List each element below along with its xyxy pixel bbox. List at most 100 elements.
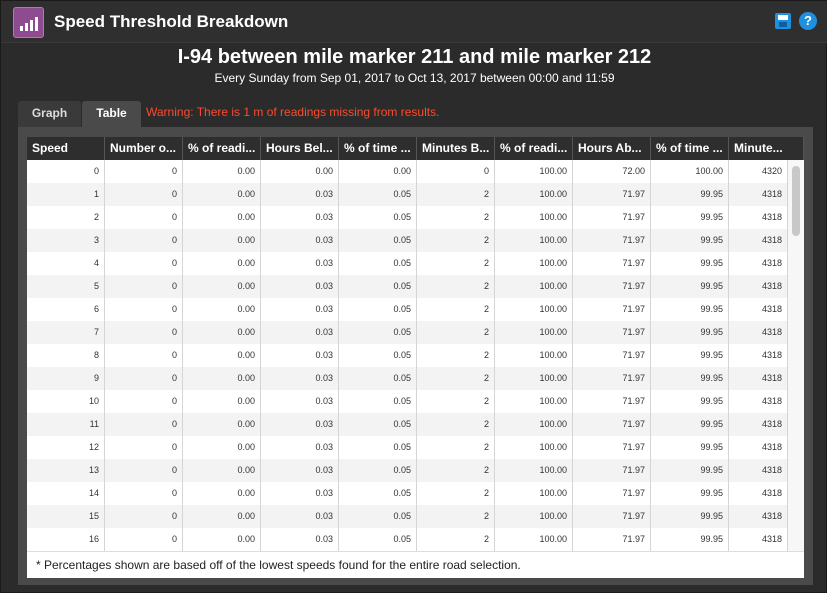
table-cell: 99.95 bbox=[651, 436, 729, 459]
table-cell: 99.95 bbox=[651, 390, 729, 413]
table-cell: 0 bbox=[105, 344, 183, 367]
table-cell: 4318 bbox=[729, 183, 788, 206]
table-cell: 100.00 bbox=[495, 183, 573, 206]
column-header[interactable]: Speed bbox=[27, 137, 105, 160]
table-cell: 0.00 bbox=[183, 413, 261, 436]
table-row[interactable]: 4 0 0.00 0.03 0.05 2 100.00 71.97 99.95 4318 bbox=[27, 252, 788, 275]
table-cell: 5 bbox=[27, 275, 105, 298]
table-row[interactable]: 2 0 0.00 0.03 0.05 2 100.00 71.97 99.95 4318 bbox=[27, 206, 788, 229]
tab-table[interactable]: Table bbox=[82, 101, 141, 127]
table-cell: 0 bbox=[105, 321, 183, 344]
table-cell: 2 bbox=[417, 298, 495, 321]
column-header[interactable]: Minute... bbox=[729, 137, 804, 160]
table-cell: 0.00 bbox=[183, 459, 261, 482]
table-row[interactable]: 14 0 0.00 0.03 0.05 2 100.00 71.97 99.95 4318 bbox=[27, 482, 788, 505]
scrollbar-thumb[interactable] bbox=[792, 166, 800, 236]
table-cell: 0 bbox=[105, 367, 183, 390]
table-cell: 71.97 bbox=[573, 252, 651, 275]
column-header[interactable]: % of readi... bbox=[495, 137, 573, 160]
table-cell: 0.05 bbox=[339, 436, 417, 459]
table-cell: 2 bbox=[417, 275, 495, 298]
table-cell: 0.05 bbox=[339, 344, 417, 367]
table-cell: 0 bbox=[27, 160, 105, 183]
table-cell: 2 bbox=[417, 390, 495, 413]
column-header[interactable]: Hours Bel... bbox=[261, 137, 339, 160]
column-header[interactable]: Minutes B... bbox=[417, 137, 495, 160]
table-cell: 0.05 bbox=[339, 252, 417, 275]
table-row[interactable]: 7 0 0.00 0.03 0.05 2 100.00 71.97 99.95 4318 bbox=[27, 321, 788, 344]
table-cell: 0.03 bbox=[261, 344, 339, 367]
table-row[interactable]: 15 0 0.00 0.03 0.05 2 100.00 71.97 99.95 4318 bbox=[27, 505, 788, 528]
table-cell: 4 bbox=[27, 252, 105, 275]
table-row[interactable]: 3 0 0.00 0.03 0.05 2 100.00 71.97 99.95 4318 bbox=[27, 229, 788, 252]
table-cell: 8 bbox=[27, 344, 105, 367]
column-header[interactable]: Hours Ab... bbox=[573, 137, 651, 160]
table-cell: 99.95 bbox=[651, 298, 729, 321]
table-cell: 2 bbox=[417, 436, 495, 459]
table-cell: 99.95 bbox=[651, 252, 729, 275]
footnote: * Percentages shown are based off of the… bbox=[27, 551, 804, 578]
table-cell: 12 bbox=[27, 436, 105, 459]
vertical-scrollbar[interactable] bbox=[788, 160, 804, 551]
table-cell: 0.03 bbox=[261, 459, 339, 482]
title-bar: Speed Threshold Breakdown ? bbox=[1, 1, 827, 43]
table-cell: 0 bbox=[105, 482, 183, 505]
table-cell: 0.05 bbox=[339, 390, 417, 413]
table-cell: 0.05 bbox=[339, 528, 417, 551]
table-cell: 71.97 bbox=[573, 505, 651, 528]
table-row[interactable]: 0 0 0.00 0.00 0.00 0 100.00 72.00 100.00 4320 bbox=[27, 160, 788, 183]
table-cell: 0.00 bbox=[339, 160, 417, 183]
table-row[interactable]: 1 0 0.00 0.03 0.05 2 100.00 71.97 99.95 4318 bbox=[27, 183, 788, 206]
table-cell: 71.97 bbox=[573, 482, 651, 505]
table-cell: 0.00 bbox=[183, 229, 261, 252]
table-cell: 0.05 bbox=[339, 482, 417, 505]
table-cell: 2 bbox=[417, 413, 495, 436]
table-row[interactable]: 5 0 0.00 0.03 0.05 2 100.00 71.97 99.95 4318 bbox=[27, 275, 788, 298]
table-cell: 71.97 bbox=[573, 436, 651, 459]
tab-graph[interactable]: Graph bbox=[18, 101, 81, 127]
table-cell: 0.03 bbox=[261, 321, 339, 344]
table-cell: 72.00 bbox=[573, 160, 651, 183]
table-row[interactable]: 8 0 0.00 0.03 0.05 2 100.00 71.97 99.95 4318 bbox=[27, 344, 788, 367]
table-cell: 13 bbox=[27, 459, 105, 482]
table-cell: 2 bbox=[417, 252, 495, 275]
column-header[interactable]: % of time ... bbox=[339, 137, 417, 160]
table-cell: 99.95 bbox=[651, 229, 729, 252]
table-row[interactable]: 16 0 0.00 0.03 0.05 2 100.00 71.97 99.95 4318 bbox=[27, 528, 788, 551]
column-header[interactable]: % of readi... bbox=[183, 137, 261, 160]
table-cell: 0.05 bbox=[339, 367, 417, 390]
table-cell: 0.03 bbox=[261, 298, 339, 321]
table-cell: 14 bbox=[27, 482, 105, 505]
table-row[interactable]: 9 0 0.00 0.03 0.05 2 100.00 71.97 99.95 4318 bbox=[27, 367, 788, 390]
table-cell: 4318 bbox=[729, 413, 788, 436]
help-icon[interactable]: ? bbox=[799, 12, 817, 30]
table-cell: 100.00 bbox=[495, 413, 573, 436]
save-icon[interactable] bbox=[775, 13, 791, 29]
table-cell: 4318 bbox=[729, 321, 788, 344]
table-row[interactable]: 13 0 0.00 0.03 0.05 2 100.00 71.97 99.95 4318 bbox=[27, 459, 788, 482]
table-cell: 0.00 bbox=[183, 160, 261, 183]
table-cell: 0.00 bbox=[183, 505, 261, 528]
table-cell: 100.00 bbox=[495, 229, 573, 252]
table-row[interactable]: 10 0 0.00 0.03 0.05 2 100.00 71.97 99.95 4318 bbox=[27, 390, 788, 413]
table-cell: 0.00 bbox=[183, 321, 261, 344]
table-cell: 0 bbox=[105, 390, 183, 413]
table-cell: 0.05 bbox=[339, 183, 417, 206]
table-cell: 0 bbox=[105, 229, 183, 252]
table-cell: 0.05 bbox=[339, 321, 417, 344]
table-row[interactable]: 11 0 0.00 0.03 0.05 2 100.00 71.97 99.95 4318 bbox=[27, 413, 788, 436]
table-cell: 4318 bbox=[729, 344, 788, 367]
report-subheading: Every Sunday from Sep 01, 2017 to Oct 13… bbox=[214, 71, 615, 85]
column-header[interactable]: % of time ... bbox=[651, 137, 729, 160]
table-row[interactable]: 12 0 0.00 0.03 0.05 2 100.00 71.97 99.95 4318 bbox=[27, 436, 788, 459]
table-cell: 0.03 bbox=[261, 183, 339, 206]
report-heading: I-94 between mile marker 211 and mile ma… bbox=[177, 46, 652, 68]
table-cell: 4318 bbox=[729, 390, 788, 413]
column-header[interactable]: Number o... bbox=[105, 137, 183, 160]
table-cell: 4318 bbox=[729, 298, 788, 321]
table-row[interactable]: 6 0 0.00 0.03 0.05 2 100.00 71.97 99.95 4318 bbox=[27, 298, 788, 321]
table-cell: 99.95 bbox=[651, 505, 729, 528]
table-body: 0 0 0.00 0.00 0.00 0 100.00 72.00 100.00 4320 1 0 0.… bbox=[27, 160, 788, 551]
table-cell: 99.95 bbox=[651, 344, 729, 367]
table-cell: 99.95 bbox=[651, 413, 729, 436]
